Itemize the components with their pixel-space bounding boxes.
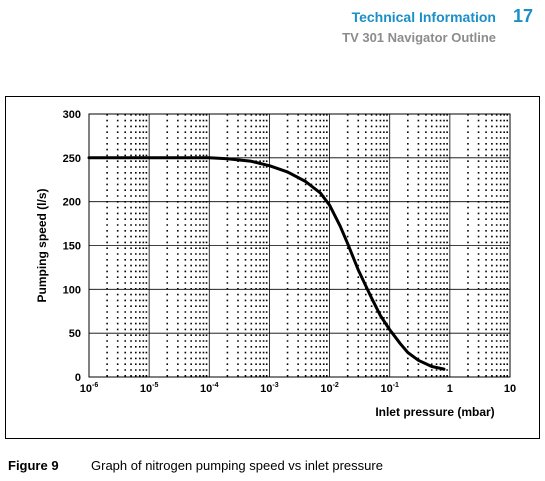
x-axis-title: Inlet pressure (mbar) bbox=[375, 405, 494, 419]
y-tick-label: 300 bbox=[63, 109, 81, 121]
chart-axes bbox=[88, 113, 511, 378]
chart-labels: 0 50 100 150 200 250 300 10-6 10-5 10-4 10-3 10-2 10… bbox=[35, 109, 516, 419]
y-tick-label: 200 bbox=[63, 197, 81, 209]
y-tick-label: 150 bbox=[63, 241, 81, 253]
chart-grid bbox=[88, 113, 511, 378]
y-axis-title: Pumping speed (l/s) bbox=[35, 188, 49, 302]
y-tick-label: 50 bbox=[69, 328, 81, 340]
chart-series bbox=[87, 156, 446, 371]
x-tick-label: 10-4 bbox=[200, 382, 219, 395]
figure-caption: Figure 9 Graph of nitrogen pumping speed … bbox=[8, 458, 383, 473]
x-tick-label: 10-3 bbox=[260, 382, 279, 395]
x-tick-label: 10-6 bbox=[80, 382, 99, 395]
x-tick-label: 10 bbox=[504, 383, 516, 395]
x-tick-label: 10-2 bbox=[320, 382, 339, 395]
section-subtitle: TV 301 Navigator Outline bbox=[342, 30, 496, 45]
x-tick-label: 10-5 bbox=[140, 382, 159, 395]
x-tick-label: 1 bbox=[447, 383, 453, 395]
y-tick-label: 0 bbox=[75, 372, 81, 384]
figure-label: Figure 9 bbox=[8, 458, 59, 473]
x-tick-label: 10-1 bbox=[380, 382, 399, 395]
plot-border bbox=[88, 113, 511, 378]
chart-frame bbox=[5, 96, 540, 439]
page-number: 17 bbox=[512, 6, 533, 26]
section-title: Technical Information bbox=[351, 9, 496, 25]
pumping-speed-curve bbox=[87, 156, 446, 371]
y-tick-label: 250 bbox=[63, 153, 81, 165]
y-tick-label: 100 bbox=[63, 284, 81, 296]
caption-text: Graph of nitrogen pumping speed vs inlet… bbox=[91, 458, 383, 473]
